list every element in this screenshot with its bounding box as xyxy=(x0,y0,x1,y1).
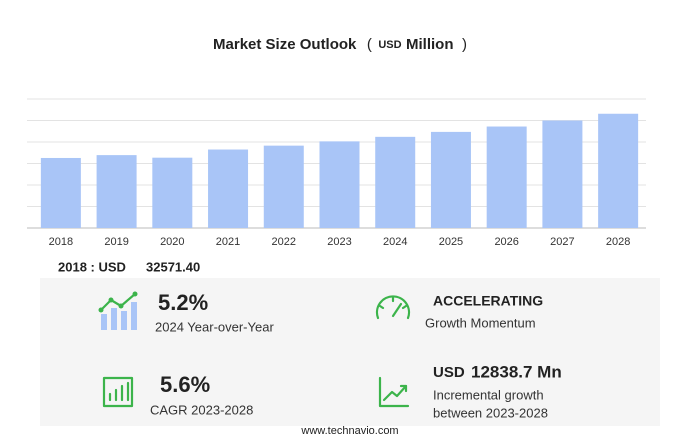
bar xyxy=(486,126,527,228)
x-tick-label: 2025 xyxy=(439,236,463,248)
unit-open: ( xyxy=(367,36,372,53)
bar xyxy=(152,157,193,228)
x-tick-label: 2018 xyxy=(49,236,73,248)
stat-label: 2024 Year-over-Year xyxy=(155,319,274,334)
bar xyxy=(208,149,249,228)
stat-label: Incremental growth xyxy=(433,387,544,402)
footer: www.technavio.com xyxy=(300,425,398,437)
stats-panel xyxy=(40,278,660,426)
bar xyxy=(319,141,360,228)
stat-value: 12838.7 Mn xyxy=(471,362,562,381)
stat-label: Growth Momentum xyxy=(425,315,536,330)
unit-name: Million xyxy=(406,36,454,53)
chart-title: Market Size Outlook ( USD Million ) xyxy=(213,36,467,53)
x-tick-label: 2023 xyxy=(327,236,351,248)
bar xyxy=(598,113,639,228)
unit-close: ) xyxy=(462,36,467,53)
bar xyxy=(430,131,471,228)
x-tick-label: 2027 xyxy=(550,236,574,248)
stat-value: 5.6% xyxy=(160,372,210,397)
x-tick-label: 2026 xyxy=(494,236,518,248)
x-tick-label: 2024 xyxy=(383,236,407,248)
x-tick-label: 2019 xyxy=(104,236,128,248)
bar xyxy=(96,155,137,228)
icon-growth xyxy=(98,291,138,330)
stat-label: between 2023-2028 xyxy=(433,405,548,420)
icon-cagr xyxy=(102,376,134,408)
bar xyxy=(40,157,81,228)
title-text: Market Size Outlook xyxy=(213,36,357,53)
x-tick-label: 2021 xyxy=(216,236,240,248)
bar xyxy=(263,145,304,228)
x-tick-label: 2020 xyxy=(160,236,184,248)
plot-area: 2018 2019 2020 2021 2022 2023 2024 2025 2026 2027… xyxy=(27,98,646,248)
unit-currency: USD xyxy=(378,39,401,51)
x-tick-label: 2028 xyxy=(606,236,630,248)
icon-gauge xyxy=(375,295,411,320)
bar xyxy=(375,136,416,228)
x-tick-label: 2022 xyxy=(272,236,296,248)
stat-label: CAGR 2023-2028 xyxy=(150,402,253,417)
stat-value: 5.2% xyxy=(158,290,208,315)
icon-incremental xyxy=(378,376,410,408)
stat-currency: USD xyxy=(433,364,465,381)
summary-prefix: 2018 : USD xyxy=(58,259,126,274)
summary-value: 32571.40 xyxy=(146,259,200,274)
bar xyxy=(542,120,583,228)
stat-value: ACCELERATING xyxy=(433,293,543,309)
